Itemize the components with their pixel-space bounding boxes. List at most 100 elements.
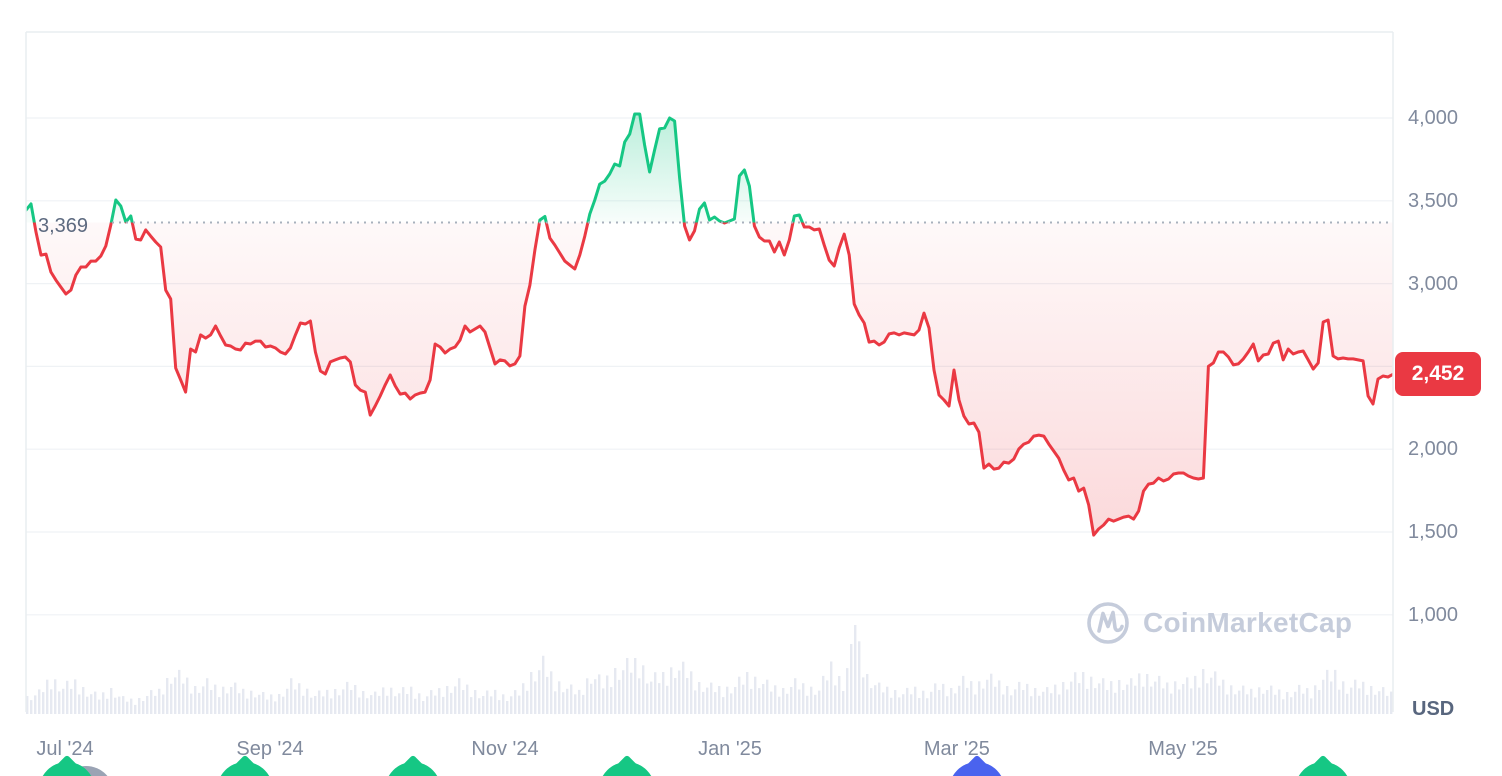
volume-bar	[922, 690, 925, 714]
volume-bar	[618, 679, 621, 714]
volume-bar	[666, 685, 669, 714]
volume-bar	[374, 691, 377, 714]
volume-bar	[426, 696, 429, 714]
volume-bar	[90, 694, 93, 714]
volume-bar	[706, 687, 709, 714]
volume-bar	[478, 698, 481, 714]
volume-bar	[1066, 689, 1069, 714]
volume-bar	[1042, 691, 1045, 714]
volume-bar	[754, 676, 757, 714]
volume-bar	[1270, 685, 1273, 714]
volume-bar	[254, 697, 257, 714]
volume-bar	[1070, 681, 1073, 714]
event-marker[interactable]	[599, 754, 656, 776]
volume-bar	[438, 688, 441, 714]
volume-bar	[954, 693, 957, 714]
volume-bar	[1082, 672, 1085, 714]
volume-bar	[1174, 681, 1177, 714]
volume-bar	[226, 693, 229, 714]
volume-bar	[194, 686, 197, 714]
volume-bar	[602, 688, 605, 714]
volume-bar	[782, 688, 785, 714]
volume-bar	[354, 685, 357, 715]
volume-bar	[262, 692, 265, 714]
volume-bar	[1362, 681, 1365, 714]
volume-bar	[1382, 687, 1385, 714]
volume-bar	[422, 701, 425, 714]
volume-bar	[1002, 694, 1005, 714]
volume-bar	[86, 696, 89, 714]
volume-bar	[790, 687, 793, 714]
volume-bar	[1118, 680, 1121, 714]
volume-bar	[506, 701, 509, 714]
volume-bar	[286, 688, 289, 714]
volume-bar	[450, 692, 453, 714]
volume-bar	[570, 684, 573, 714]
event-marker[interactable]	[949, 754, 1005, 776]
event-marker[interactable]	[1295, 754, 1351, 776]
volume-bar	[678, 670, 681, 714]
volume-bar	[62, 688, 65, 714]
volume-bar	[998, 680, 1001, 714]
volume-bar	[138, 698, 141, 714]
volume-bar	[566, 688, 569, 714]
volume-bar	[1074, 672, 1077, 714]
volume-bar	[314, 696, 317, 714]
volume-bar	[490, 696, 493, 714]
volume-bar	[930, 691, 933, 714]
volume-bar	[822, 675, 825, 714]
volume-bar	[350, 690, 353, 714]
event-marker[interactable]	[39, 754, 95, 776]
volume-bar	[1010, 695, 1013, 714]
volume-bar	[1370, 686, 1373, 714]
volume-bar	[714, 692, 717, 714]
volume-bar	[378, 695, 381, 714]
y-axis-label: 1,000	[1408, 603, 1459, 626]
volume-bar	[710, 682, 713, 714]
volume-bar	[274, 701, 277, 714]
volume-bar	[370, 695, 373, 714]
volume-bar	[638, 678, 641, 715]
volume-bar	[30, 700, 33, 714]
volume-bar	[1378, 691, 1381, 714]
volume-bar	[1186, 677, 1189, 714]
event-marker[interactable]	[385, 754, 441, 776]
volume-bar	[538, 670, 541, 714]
volume-bar	[1154, 681, 1157, 714]
volume-bar	[206, 678, 209, 714]
volume-bar	[826, 680, 829, 714]
volume-bar	[1318, 690, 1321, 714]
currency-unit-label: USD	[1412, 698, 1455, 720]
volume-bar	[842, 691, 845, 714]
event-marker[interactable]	[217, 754, 273, 776]
volume-bar	[626, 658, 629, 714]
volume-bar	[978, 681, 981, 714]
volume-bar	[338, 695, 341, 714]
volume-bar	[542, 655, 545, 714]
volume-bar	[682, 661, 685, 714]
volume-bar	[802, 683, 805, 714]
volume-bar	[994, 686, 997, 714]
x-axis-label: May '25	[1148, 738, 1218, 760]
volume-bar	[1390, 691, 1393, 714]
volume-bar	[346, 681, 349, 714]
volume-bar	[1366, 694, 1369, 714]
volume-bar	[702, 691, 705, 714]
volume-bar	[150, 690, 153, 714]
area-fill-loss	[26, 222, 1393, 536]
x-axis-label: Sep '24	[236, 738, 304, 760]
volume-bar	[1258, 687, 1261, 714]
volume-bar	[114, 697, 117, 714]
volume-bar	[1130, 678, 1133, 714]
volume-bar	[122, 696, 125, 714]
volume-bar	[874, 685, 877, 714]
volume-bar	[342, 689, 345, 714]
volume-bar	[442, 696, 445, 714]
volume-bar	[322, 696, 325, 714]
volume-bar	[358, 697, 361, 714]
volume-bar	[50, 689, 53, 714]
volume-bar	[1222, 679, 1225, 714]
volume-bar	[1354, 679, 1357, 714]
volume-bar	[986, 679, 989, 714]
